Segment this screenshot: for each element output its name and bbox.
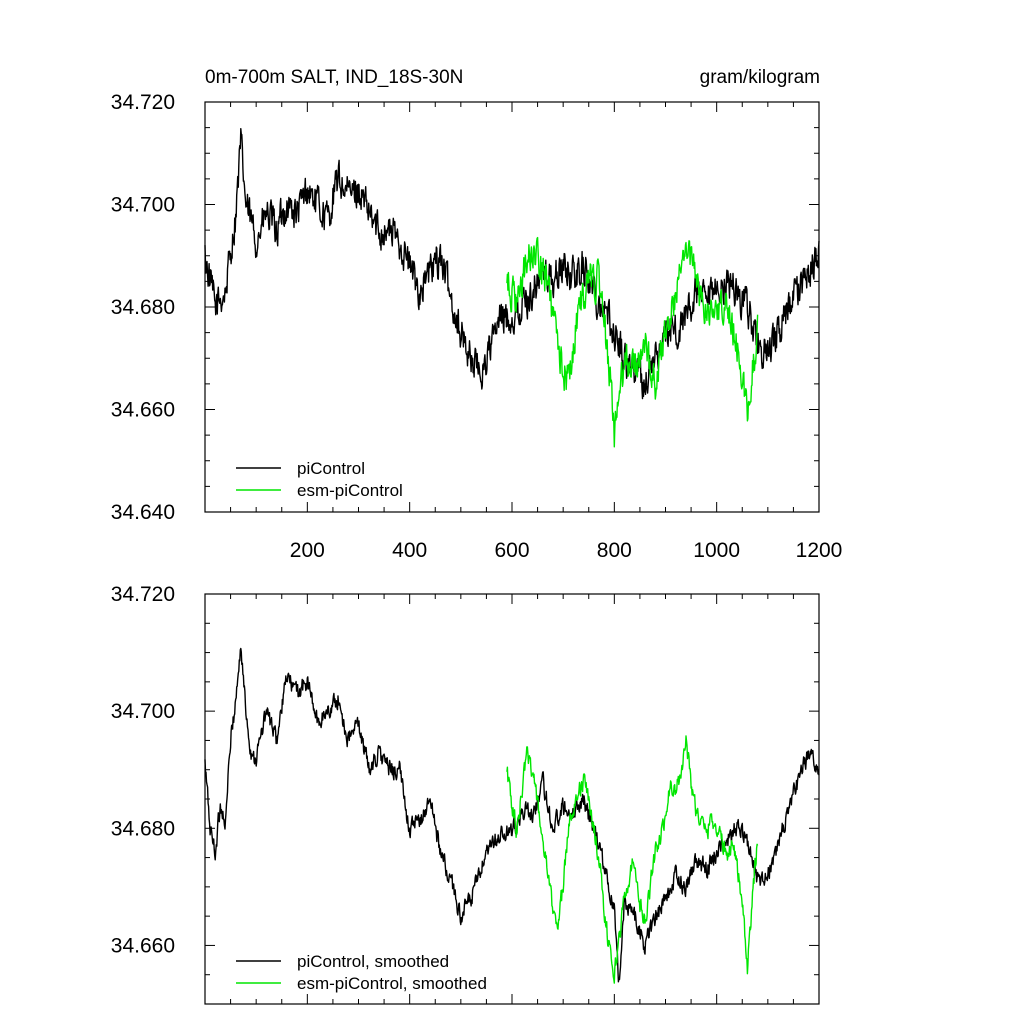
- x-tick-label: 800: [597, 539, 632, 562]
- x-tick-label: 1000: [693, 539, 740, 562]
- legend-label-esm-picontrol: esm-piControl: [297, 481, 403, 500]
- top-series-group: [204, 127, 820, 448]
- series-line-esm-picontrol-smoothed: [506, 735, 759, 984]
- top-axis-ticks: 34.640 34.660 34.680 34.700 34.720 200 400 600 8…: [111, 91, 843, 562]
- series-line-picontrol-smoothed: [204, 647, 820, 983]
- y-tick-label: 34.640: [111, 501, 175, 524]
- legend-label-picontrol-smoothed: piControl, smoothed: [297, 952, 449, 971]
- x-tick-label: 200: [290, 539, 325, 562]
- bottom-series-group: [204, 647, 820, 984]
- top-legend: piControl esm-piControl: [236, 459, 403, 500]
- x-tick-label: 400: [392, 539, 427, 562]
- y-tick-label: 34.700: [111, 700, 175, 723]
- bottom-legend: piControl, smoothed esm-piControl, smoot…: [236, 952, 487, 993]
- y-tick-label: 34.720: [111, 583, 175, 606]
- y-tick-label: 34.720: [111, 91, 175, 114]
- x-tick-label: 600: [494, 539, 529, 562]
- bottom-panel: 34.660 34.680 34.700 34.720 piControl, smoo…: [111, 583, 820, 1005]
- y-tick-label: 34.700: [111, 194, 175, 217]
- chart-title: 0m-700m SALT, IND_18S-30N: [205, 67, 463, 88]
- chart-units: gram/kilogram: [700, 67, 820, 88]
- bottom-axis-ticks: 34.660 34.680 34.700 34.720: [111, 583, 820, 1005]
- legend-label-picontrol: piControl: [297, 459, 365, 478]
- y-tick-label: 34.680: [111, 296, 175, 319]
- y-tick-label: 34.660: [111, 934, 175, 957]
- y-tick-label: 34.680: [111, 817, 175, 840]
- series-line-esm-picontrol: [506, 236, 759, 448]
- legend-label-esm-picontrol-smoothed: esm-piControl, smoothed: [297, 974, 487, 993]
- y-tick-label: 34.660: [111, 399, 175, 422]
- series-line-picontrol: [204, 127, 820, 400]
- bottom-plot-frame: [204, 593, 820, 1005]
- top-panel: 0m-700m SALT, IND_18S-30N gram/kilogram …: [111, 67, 843, 562]
- x-tick-label: 1200: [796, 539, 843, 562]
